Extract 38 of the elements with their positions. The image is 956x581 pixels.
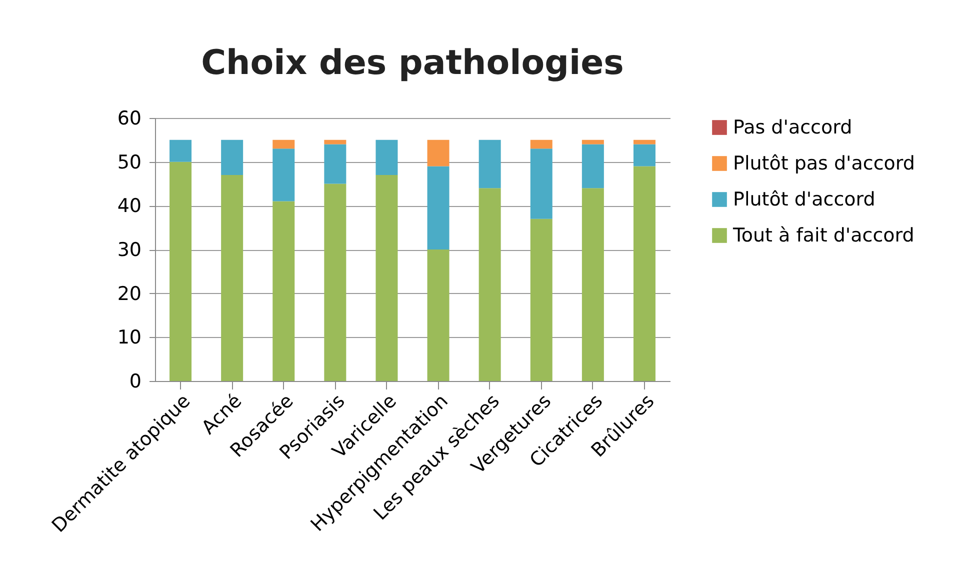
bar	[272, 148, 295, 202]
chart-title: Choix des pathologies	[201, 43, 624, 83]
bar	[582, 188, 604, 381]
y-tick-label: 10	[117, 326, 142, 349]
legend-label: Pas d'accord	[733, 116, 852, 138]
bar	[633, 166, 656, 381]
bar	[478, 188, 501, 381]
bar	[530, 140, 552, 149]
bar	[324, 144, 346, 184]
bar	[272, 140, 295, 149]
bar	[633, 144, 656, 166]
bar	[582, 144, 604, 188]
bar	[530, 218, 552, 381]
bar	[582, 140, 604, 144]
bar	[170, 162, 192, 381]
bar	[221, 174, 244, 381]
y-tick-label: 0	[129, 370, 142, 392]
bar	[376, 174, 398, 381]
legend-label: Plutôt d'accord	[733, 188, 876, 210]
bar	[324, 140, 346, 144]
bar	[376, 140, 398, 175]
y-tick-label: 40	[117, 195, 142, 218]
y-tick-label: 50	[117, 151, 142, 174]
legend-label: Plutôt pas d'accord	[733, 152, 915, 174]
legend-label: Tout à fait d'accord	[732, 224, 914, 246]
bar	[633, 140, 656, 144]
bar	[427, 166, 450, 250]
y-tick-label: 60	[117, 108, 142, 130]
bar	[427, 250, 450, 381]
bar	[530, 148, 552, 219]
bar	[324, 184, 346, 381]
bar	[272, 201, 295, 381]
y-tick-label: 30	[117, 239, 142, 261]
bar	[221, 140, 244, 175]
y-tick-label: 20	[117, 282, 142, 305]
bar	[478, 140, 501, 188]
bar	[427, 140, 450, 166]
bar	[170, 140, 192, 162]
